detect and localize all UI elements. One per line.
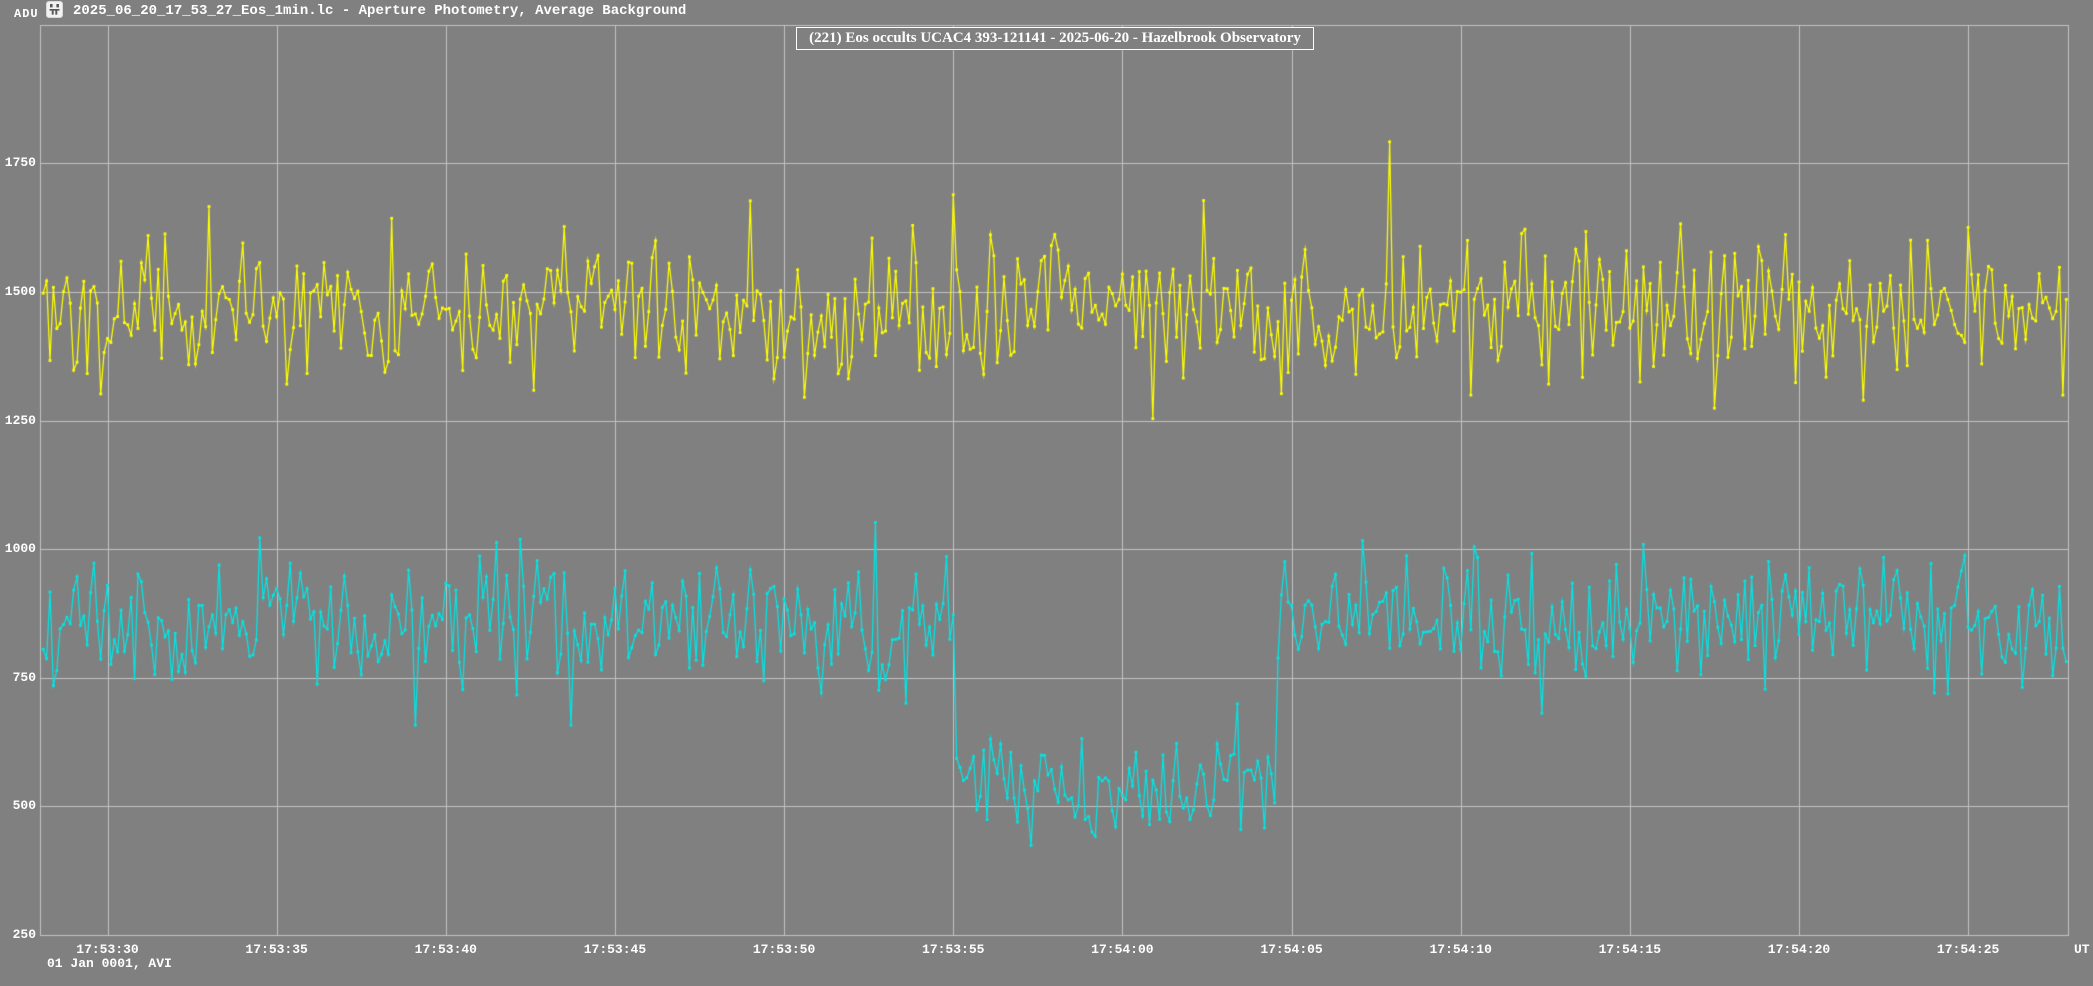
- y-tick-label: 250: [12, 927, 36, 942]
- x-tick-label: 17:53:30: [76, 942, 139, 957]
- observation-title: (221) Eos occults UCAC4 393-121141 - 202…: [809, 30, 1301, 46]
- y-tick-label: 1250: [4, 412, 36, 428]
- y-tick-label: 1000: [4, 541, 36, 557]
- file-title: 2025_06_20_17_53_27_Eos_1min.lc - Apertu…: [73, 3, 687, 19]
- x-tick-label: 17:53:50: [752, 942, 816, 957]
- y-tick-label: 1500: [4, 284, 36, 299]
- x-tick-label: 17:54:25: [1936, 942, 2000, 957]
- y-tick-label: 750: [12, 669, 36, 685]
- x-tick-label: 17:54:20: [1767, 942, 1831, 957]
- footer-date-format: 01 Jan 0001, AVI: [47, 956, 172, 971]
- x-tick-label: 17:53:40: [414, 942, 477, 957]
- x-tick-label: 17:54:10: [1429, 942, 1492, 957]
- x-tick-label: 17:53:35: [245, 942, 308, 957]
- observation-title-box: (221) Eos occults UCAC4 393-121141 - 202…: [796, 27, 1314, 50]
- app-icon: [46, 1, 63, 18]
- y-tick-label: 500: [12, 798, 36, 814]
- x-tick-label: 17:53:45: [583, 942, 647, 957]
- x-tick-label: 17:54:15: [1598, 942, 1662, 957]
- x-tick-label: 17:54:05: [1260, 942, 1323, 957]
- x-tick-label: 17:53:55: [922, 942, 985, 957]
- x-tick-label: 17:54:00: [1091, 942, 1154, 957]
- x-axis-unit-label: UT: [2074, 942, 2090, 957]
- y-tick-label: 1750: [4, 155, 36, 171]
- y-axis-unit-label: ADU: [14, 7, 39, 21]
